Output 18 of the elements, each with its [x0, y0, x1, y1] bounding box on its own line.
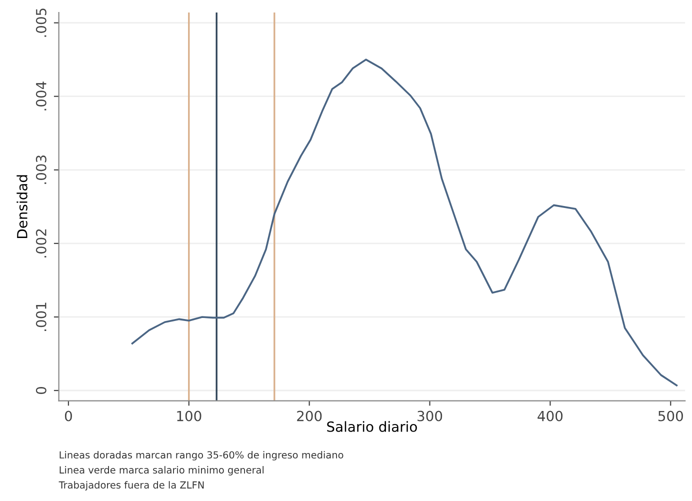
y-tick-label: .003: [36, 156, 46, 184]
text: Lineas doradas marcan rango 35-60% de ingreso mediano: [60, 451, 344, 460]
x-tick-label: 200: [297, 410, 322, 422]
text: Trabajadores fuera de la ZLFN: [58, 481, 204, 490]
y-tick-label: .001: [36, 302, 46, 331]
x-tick-label: 500: [658, 410, 683, 422]
x-tick-label: 400: [538, 410, 563, 422]
x-tick-label: 300: [418, 410, 442, 422]
text: Linea verde marca salario minimo general: [60, 466, 264, 476]
x-tick-label: 0: [64, 410, 72, 422]
line-series: [131, 58, 678, 386]
y-axis-title: Densidad: [16, 175, 28, 238]
y-tick-label: 0: [36, 387, 46, 394]
x-axis-title: Salario diario: [327, 421, 417, 432]
y-tick-label: .002: [36, 229, 46, 258]
x-tick-label: 100: [177, 410, 202, 422]
y-tick-label: .004: [36, 82, 46, 110]
y-tick-label: .005: [36, 8, 46, 37]
